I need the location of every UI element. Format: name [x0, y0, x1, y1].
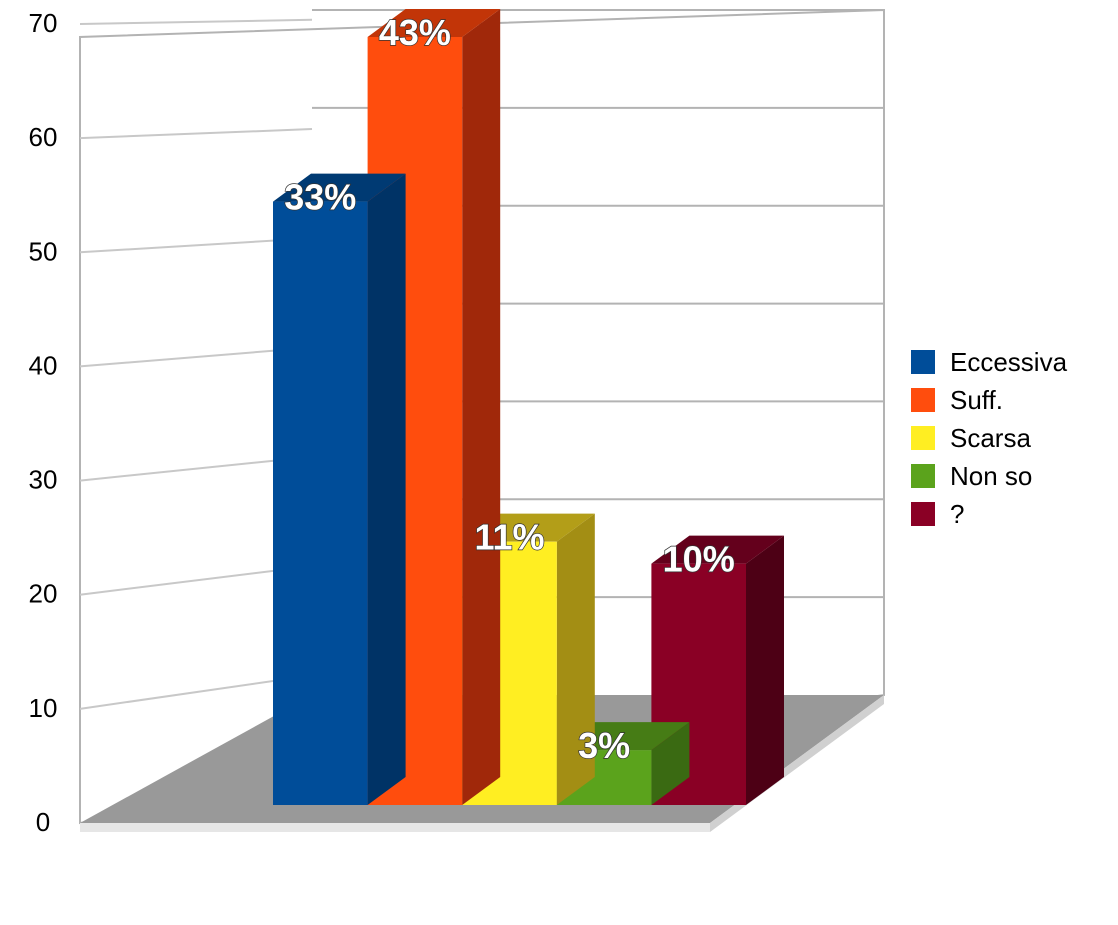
- y-tick-label: 60: [29, 122, 58, 152]
- data-label: 10%: [663, 539, 735, 580]
- bar-front: [273, 201, 368, 806]
- legend-swatch: [911, 426, 935, 450]
- legend-label: Eccessiva: [950, 347, 1068, 377]
- legend-swatch: [911, 350, 935, 374]
- data-label: 11%: [474, 517, 544, 558]
- legend-swatch: [911, 502, 935, 526]
- y-tick-label: 30: [29, 465, 58, 495]
- bar-side: [367, 173, 406, 806]
- bar-side: [556, 513, 595, 805]
- gridline: [79, 18, 313, 25]
- y-tick-label: 20: [29, 579, 58, 609]
- bar-side: [746, 535, 784, 805]
- data-label: 43%: [379, 12, 451, 53]
- y-axis-ticks: 0 10 20 30 40 50 60 70: [29, 8, 58, 837]
- bar-side: [651, 722, 690, 805]
- legend: Eccessiva Suff. Scarsa Non so?: [911, 347, 1068, 529]
- bar-: [651, 535, 784, 805]
- y-tick-label: 50: [29, 236, 58, 266]
- legend-label: Scarsa: [950, 423, 1031, 453]
- legend-label: Suff.: [950, 385, 1003, 415]
- y-tick-label: 40: [29, 350, 58, 380]
- data-label: 3%: [578, 725, 630, 766]
- y-tick-label: 70: [29, 8, 58, 38]
- legend-label: ?: [950, 499, 964, 529]
- floor-front-edge: [80, 823, 710, 832]
- data-labels: 33% 43% 11% 3% 10%: [284, 11, 736, 767]
- legend-swatch: [911, 388, 935, 412]
- legend-label: Non so: [950, 461, 1032, 491]
- bar-top: [367, 9, 501, 37]
- bar-side: [462, 9, 501, 805]
- y-tick-label: 10: [29, 693, 58, 723]
- bar-eccessiva: [273, 173, 406, 806]
- data-label: 33%: [284, 177, 356, 218]
- bar-top: [651, 535, 784, 564]
- legend-swatch: [911, 464, 935, 488]
- y-tick-label: 0: [36, 807, 50, 837]
- bars: [273, 9, 784, 806]
- gridline: [79, 128, 313, 140]
- bar-top: [273, 173, 406, 202]
